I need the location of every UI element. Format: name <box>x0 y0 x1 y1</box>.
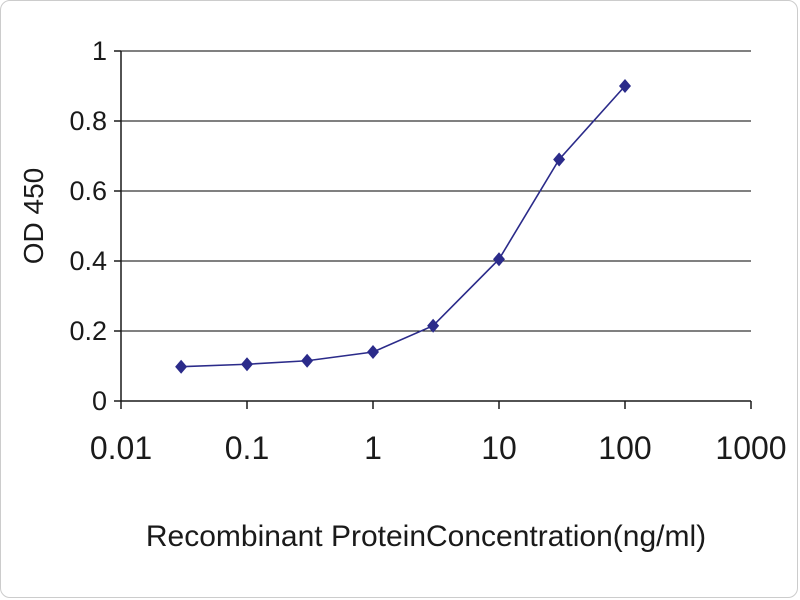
y-tick-label: 0.8 <box>69 106 107 136</box>
data-point-marker <box>241 357 253 372</box>
data-point-marker <box>619 79 631 93</box>
x-tick-label: 1000 <box>715 430 786 466</box>
x-tick-label: 0.1 <box>225 430 269 466</box>
data-point-marker <box>301 353 314 368</box>
x-tick-label: 100 <box>598 430 651 466</box>
data-point-marker <box>553 152 566 167</box>
y-tick-label: 1 <box>92 36 107 66</box>
x-tick-label: 0.01 <box>90 430 152 466</box>
x-tick-label: 10 <box>481 430 517 466</box>
data-point-marker <box>175 359 188 374</box>
data-point-marker <box>493 252 505 267</box>
y-tick-label: 0.6 <box>69 176 107 206</box>
x-axis-label: Recombinant ProteinConcentration(ng/ml) <box>146 520 706 553</box>
y-tick-label: 0.4 <box>69 246 107 276</box>
y-tick-label: 0.2 <box>69 316 107 346</box>
x-tick-label: 1 <box>364 430 382 466</box>
data-point-marker <box>427 318 440 333</box>
y-axis-label: OD 450 <box>18 168 49 265</box>
y-tick-label: 0 <box>92 386 107 416</box>
series-line <box>181 85 626 368</box>
data-point-marker <box>367 345 379 359</box>
